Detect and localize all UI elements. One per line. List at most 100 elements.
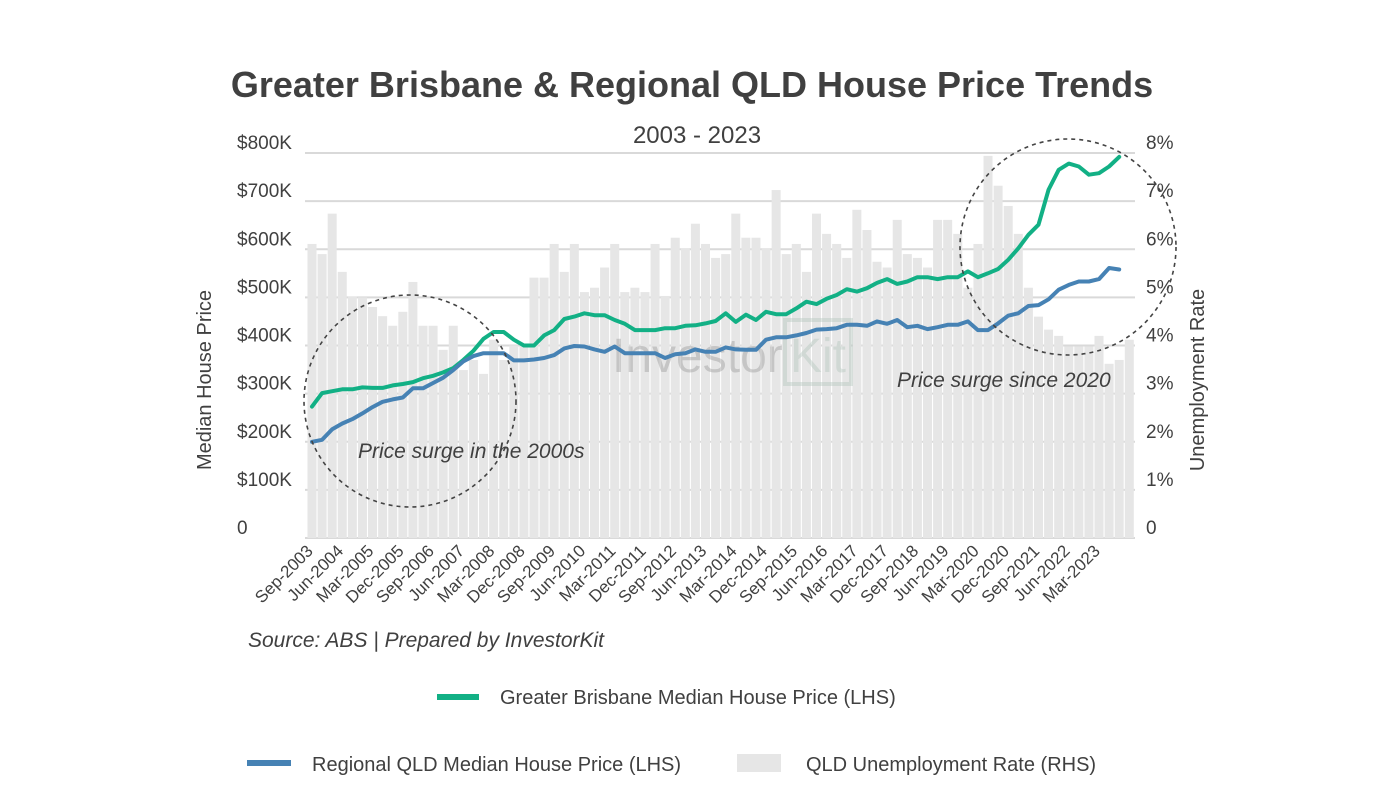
unemployment-bar <box>630 287 640 538</box>
y-tick-right: 4% <box>1146 326 1174 347</box>
unemployment-bar <box>620 292 630 538</box>
unemployment-bar <box>741 237 751 538</box>
unemployment-bar <box>983 155 993 538</box>
unemployment-bar <box>418 325 428 538</box>
annotation-2020: Price surge since 2020 <box>897 369 1111 392</box>
legend-brisbane: Greater Brisbane Median House Price (LHS… <box>437 687 896 709</box>
unemployment-bar <box>882 267 892 538</box>
unemployment-bar <box>1114 359 1124 538</box>
unemployment-bar <box>801 271 811 538</box>
unemployment-bar <box>1033 316 1043 538</box>
annotation-circle-2000s <box>303 294 517 508</box>
y-tick-right: 3% <box>1146 374 1174 395</box>
unemployment-bar <box>569 243 579 539</box>
unemployment-bar <box>579 292 589 538</box>
y-tick-right: 2% <box>1146 422 1174 443</box>
unemployment-bar <box>943 219 953 539</box>
unemployment-bar <box>1003 205 1013 538</box>
unemployment-bar <box>963 287 973 538</box>
unemployment-bar <box>690 223 700 538</box>
unemployment-bar <box>1023 287 1033 538</box>
y-tick-right: 0 <box>1146 518 1157 539</box>
unemployment-bar <box>852 209 862 538</box>
unemployment-bar <box>670 237 680 538</box>
unemployment-bar <box>357 297 367 538</box>
unemployment-bar <box>408 281 418 538</box>
unemployment-bar <box>922 267 932 538</box>
unemployment-bar <box>479 373 489 538</box>
unemployment-bar <box>529 277 539 538</box>
regional-price-line <box>310 266 1122 444</box>
brisbane-price-line <box>310 154 1122 409</box>
unemployment-bar <box>761 248 771 538</box>
unemployment-bar <box>307 243 317 539</box>
unemployment-bar <box>448 325 458 538</box>
annotation-2000s: Price surge in the 2000s <box>358 440 585 463</box>
y-tick-right: 8% <box>1146 133 1174 154</box>
unemployment-bar <box>953 233 963 538</box>
unemployment-bar <box>902 254 912 538</box>
legend-unemployment: QLD Unemployment Rate (RHS) <box>737 754 1096 776</box>
unemployment-bar <box>1013 233 1023 538</box>
legend-label-unemployment: QLD Unemployment Rate (RHS) <box>806 754 1096 776</box>
unemployment-bar <box>1074 346 1084 538</box>
legend-swatch-brisbane <box>437 694 479 700</box>
unemployment-bar <box>711 257 721 538</box>
unemployment-bar <box>721 254 731 538</box>
x-axis-ticks: Sep-2003Jun-2004Mar-2005Dec-2005Sep-2006… <box>251 541 1104 607</box>
unemployment-bar <box>842 257 852 538</box>
unemployment-bar <box>791 243 801 539</box>
unemployment-bar <box>751 237 761 538</box>
y-axis-left-title: Median House Price <box>194 290 216 470</box>
y-tick-left: $800K <box>237 133 292 154</box>
legend-swatch-regional <box>247 760 291 766</box>
y-tick-right: 1% <box>1146 470 1174 491</box>
legend-swatch-unemployment <box>737 754 781 772</box>
unemployment-bar <box>519 345 529 538</box>
y-tick-left: $200K <box>237 422 292 443</box>
unemployment-bar <box>610 243 620 539</box>
svg-text:Investor: Investor <box>612 330 783 383</box>
unemployment-bar <box>912 257 922 538</box>
unemployment-bar <box>438 349 448 538</box>
chart-subtitle: 2003 - 2023 <box>633 122 761 149</box>
unemployment-bar <box>368 307 378 538</box>
unemployment-bar <box>832 243 842 539</box>
unemployment-bar <box>1064 346 1074 538</box>
unemployment-bar <box>590 287 600 538</box>
svg-text:Kit: Kit <box>790 330 846 383</box>
y-axis-right-ticks: 0 1% 2% 3% 4% 5% 6% 7% 8% <box>1146 133 1174 539</box>
unemployment-bar <box>489 339 499 538</box>
unemployment-bar <box>458 370 468 538</box>
y-tick-left: $100K <box>237 470 292 491</box>
unemployment-bar <box>468 359 478 538</box>
y-tick-right: 6% <box>1146 229 1174 250</box>
unemployment-bar <box>680 248 690 538</box>
unemployment-bar <box>428 325 438 538</box>
legend-regional: Regional QLD Median House Price (LHS) <box>247 754 681 776</box>
unemployment-bar <box>549 243 559 539</box>
unemployment-bar <box>1044 329 1054 538</box>
unemployment-bar <box>1094 335 1104 538</box>
unemployment-bar <box>731 213 741 538</box>
unemployment-bar <box>388 325 398 538</box>
y-tick-left: $700K <box>237 181 292 202</box>
unemployment-bar <box>509 345 519 538</box>
unemployment-bar <box>600 267 610 538</box>
y-tick-left: $300K <box>237 374 292 395</box>
unemployment-bar <box>892 219 902 539</box>
unemployment-bar <box>378 316 388 538</box>
chart-title: Greater Brisbane & Regional QLD House Pr… <box>231 64 1153 105</box>
y-tick-right: 5% <box>1146 277 1174 298</box>
unemployment-bar <box>872 261 882 538</box>
unemployment-bar <box>812 213 821 538</box>
unemployment-bar <box>559 271 569 538</box>
unemployment-bar <box>933 219 943 539</box>
unemployment-bar <box>771 190 781 538</box>
unemployment-bar <box>1054 335 1064 538</box>
unemployment-bar <box>1104 363 1114 538</box>
source-note: Source: ABS | Prepared by InvestorKit <box>248 629 605 652</box>
unemployment-bar <box>993 185 1003 538</box>
y-tick-left: $500K <box>237 277 292 298</box>
